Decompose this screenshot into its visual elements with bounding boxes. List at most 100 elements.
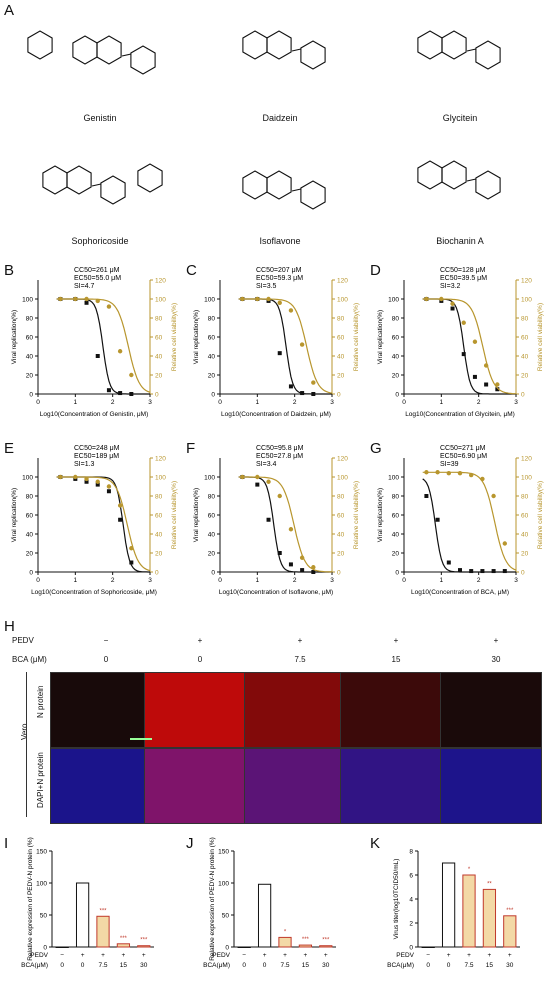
y-tick-left: 0	[395, 392, 399, 399]
point-series-0	[311, 570, 316, 574]
stat-ec50: EC50=59.3 μM	[256, 275, 303, 282]
point-series-1	[84, 476, 89, 482]
bca-dose: 0	[263, 962, 267, 969]
point-series-0	[450, 306, 455, 311]
bar	[237, 946, 251, 948]
point-series-0	[118, 391, 123, 396]
point-series-0	[106, 388, 111, 393]
pedv-sign: +	[467, 952, 471, 959]
y-axis-label-left: Viral replication(%)	[377, 488, 384, 542]
stat-cc50: CC50=128 μM	[440, 267, 486, 274]
x-tick: 1	[74, 577, 78, 584]
pedv-sign: +	[197, 636, 203, 645]
y-tick-right: 20	[521, 373, 529, 380]
y-tick-right: 60	[521, 513, 529, 520]
point-series-0	[266, 517, 271, 522]
point-series-1	[299, 555, 305, 560]
significance-marker: ***	[506, 908, 514, 914]
pedv-sign: +	[324, 952, 328, 959]
point-series-1	[288, 527, 294, 532]
y-tick-left: 80	[392, 494, 400, 501]
y-tick: 4	[409, 897, 413, 904]
bca-dose: 0	[60, 962, 64, 969]
y-tick-right: 120	[337, 278, 348, 285]
point-series-0	[129, 392, 134, 396]
y-axis-label-left: Viral replication(%)	[193, 488, 200, 542]
stat-si: SI=3.5	[256, 283, 277, 290]
x-tick: 2	[111, 577, 115, 584]
pedv-sign: −	[103, 636, 109, 645]
y-tick-left: 60	[26, 335, 34, 342]
point-series-0	[435, 517, 440, 522]
bca-dose: 15	[120, 962, 128, 969]
point-series-1	[58, 296, 63, 302]
y-tick-right: 0	[521, 570, 525, 577]
point-series-1	[439, 296, 444, 302]
panel-label-c: C	[186, 262, 197, 279]
point-series-1	[255, 474, 260, 480]
y-tick-left: 100	[204, 475, 215, 482]
chemical-structures	[27, 30, 501, 75]
panel-label-a: A	[4, 2, 15, 19]
pedv-sign: +	[142, 952, 146, 959]
y-tick-left: 80	[208, 494, 216, 501]
y-tick-left: 40	[208, 354, 216, 361]
y-tick-right: 0	[337, 570, 341, 577]
stat-ec50: EC50=6.90 μM	[440, 453, 487, 460]
y-tick: 100	[36, 881, 47, 888]
stat-ec50: EC50=27.8 μM	[256, 453, 303, 460]
y-tick-left: 0	[29, 570, 33, 577]
y-axis-label-right: Relative cell viability(%)	[353, 481, 360, 549]
cell-line-label: Vero	[20, 723, 29, 740]
bar	[298, 944, 313, 948]
y-tick-right: 120	[155, 456, 166, 463]
y-tick: 8	[409, 849, 413, 856]
pedv-sign: +	[488, 952, 492, 959]
y-tick-right: 40	[155, 354, 163, 361]
y-tick: 150	[36, 849, 47, 856]
y-tick-left: 60	[392, 513, 400, 520]
y-tick: 0	[225, 945, 229, 952]
curve-series-1	[56, 476, 151, 572]
point-series-0	[300, 568, 305, 573]
y-tick-right: 100	[337, 297, 348, 304]
x-tick: 1	[256, 577, 260, 584]
x-tick: 2	[293, 399, 297, 406]
x-tick: 3	[514, 577, 518, 584]
y-tick-left: 80	[208, 316, 216, 323]
y-tick: 50	[222, 913, 230, 920]
bca-dose: 0	[426, 962, 430, 969]
bar	[462, 874, 476, 948]
bar	[503, 915, 517, 948]
compound-name-daidzein: Daidzein	[262, 113, 298, 123]
pedv-label: PEDV	[396, 952, 414, 959]
point-series-1	[457, 471, 463, 476]
micrograph-merged	[440, 748, 542, 824]
bca-dose: 7.5	[98, 962, 107, 969]
point-series-1	[240, 474, 245, 480]
curve-series-0	[238, 298, 332, 395]
significance-marker: **	[487, 881, 492, 887]
point-series-1	[472, 339, 478, 344]
point-series-1	[266, 296, 271, 302]
point-series-1	[424, 470, 429, 475]
y-tick-right: 0	[337, 392, 341, 399]
x-tick: 0	[36, 577, 40, 584]
pedv-sign: +	[283, 952, 287, 959]
y-tick-left: 60	[26, 513, 34, 520]
x-tick: 3	[148, 577, 152, 584]
pedv-sign: −	[426, 952, 430, 959]
row-label-dapi: DAPI+N protein	[36, 752, 45, 808]
bca-dose: 15	[486, 962, 494, 969]
point-series-0	[472, 374, 477, 379]
y-tick-right: 60	[337, 335, 345, 342]
point-series-1	[469, 472, 474, 478]
x-tick: 1	[74, 399, 78, 406]
pedv-sign: +	[263, 952, 267, 959]
